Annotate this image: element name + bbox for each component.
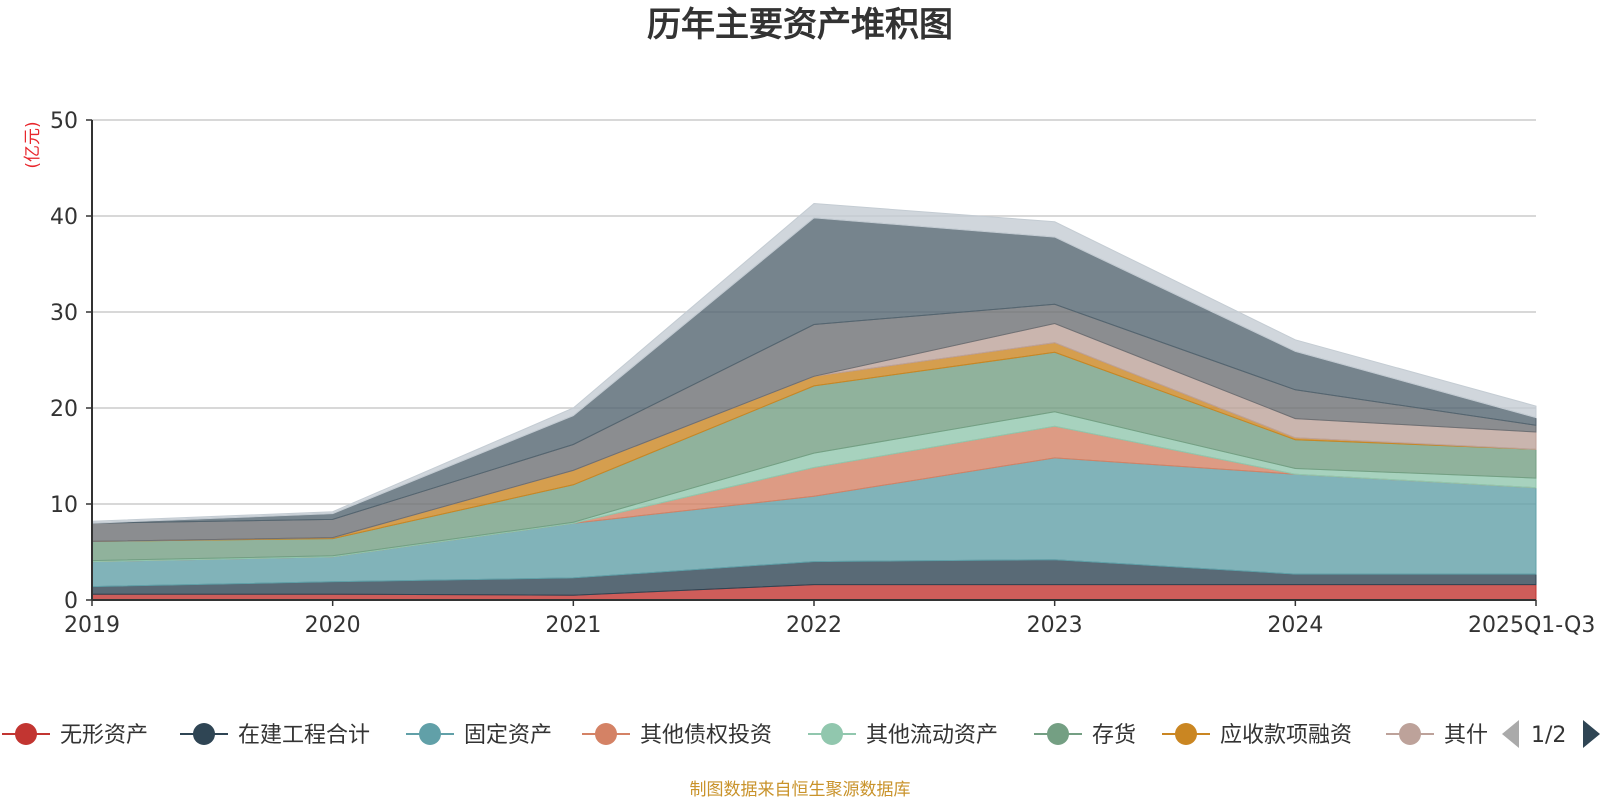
legend-item[interactable]: 应收款项融资 <box>1162 723 1352 748</box>
y-tick-label: 50 <box>50 109 78 134</box>
legend-item[interactable]: 其什 <box>1386 723 1488 748</box>
y-tick-label: 0 <box>64 589 78 614</box>
legend-label: 存货 <box>1092 723 1136 748</box>
legend-item[interactable]: 无形资产 <box>2 723 148 748</box>
legend-next-page-icon[interactable] <box>1583 720 1600 748</box>
legend-marker <box>1399 723 1421 745</box>
legend-item[interactable]: 固定资产 <box>406 723 552 748</box>
legend-label: 固定资产 <box>464 723 552 748</box>
legend-item[interactable]: 存货 <box>1034 723 1136 748</box>
legend-marker <box>1047 723 1069 745</box>
legend-prev-page-icon[interactable] <box>1502 720 1519 748</box>
x-tick-label: 2025Q1-Q3 <box>1468 613 1595 638</box>
legend-item[interactable]: 其他债权投资 <box>582 723 772 748</box>
area-应收账款 <box>91 202 1537 524</box>
y-axis-unit-label: (亿元) <box>23 121 43 168</box>
chart-title: 历年主要资产堆积图 <box>647 5 953 45</box>
legend-marker <box>193 723 215 745</box>
legend-marker <box>419 723 441 745</box>
x-tick-label: 2019 <box>64 613 120 638</box>
legend-label: 其他流动资产 <box>866 723 998 748</box>
x-tick-label: 2021 <box>545 613 601 638</box>
legend-page-indicator: 1/2 <box>1531 723 1566 748</box>
legend-item[interactable]: 其他流动资产 <box>808 723 998 748</box>
legend-label: 其他债权投资 <box>640 723 772 748</box>
legend-label: 无形资产 <box>60 723 148 748</box>
legend: 无形资产 在建工程合计 固定资产 其他债权投资 其他流动资产 存货 应收款项融资 其什 1/2 <box>2 720 1600 748</box>
axes: 0 10 20 30 40 50 2019 2020 2021 2022 2023 2024 2025Q… <box>50 109 1595 638</box>
source-note: 制图数据来自恒生聚源数据库 <box>690 780 911 800</box>
legend-marker <box>821 723 843 745</box>
legend-label: 其什 <box>1444 723 1488 748</box>
legend-item[interactable]: 在建工程合计 <box>180 723 370 748</box>
y-tick-label: 30 <box>50 301 78 326</box>
x-tick-label: 2023 <box>1027 613 1083 638</box>
area-series <box>91 202 1537 601</box>
x-tick-label: 2022 <box>786 613 842 638</box>
y-tick-label: 40 <box>50 205 78 230</box>
x-tick-label: 2020 <box>305 613 361 638</box>
legend-marker <box>1175 723 1197 745</box>
legend-marker <box>595 723 617 745</box>
y-tick-label: 20 <box>50 397 78 422</box>
x-tick-label: 2024 <box>1267 613 1323 638</box>
legend-label: 在建工程合计 <box>238 723 370 748</box>
legend-label: 应收款项融资 <box>1220 723 1352 748</box>
y-tick-label: 10 <box>50 493 78 518</box>
legend-marker <box>15 723 37 745</box>
